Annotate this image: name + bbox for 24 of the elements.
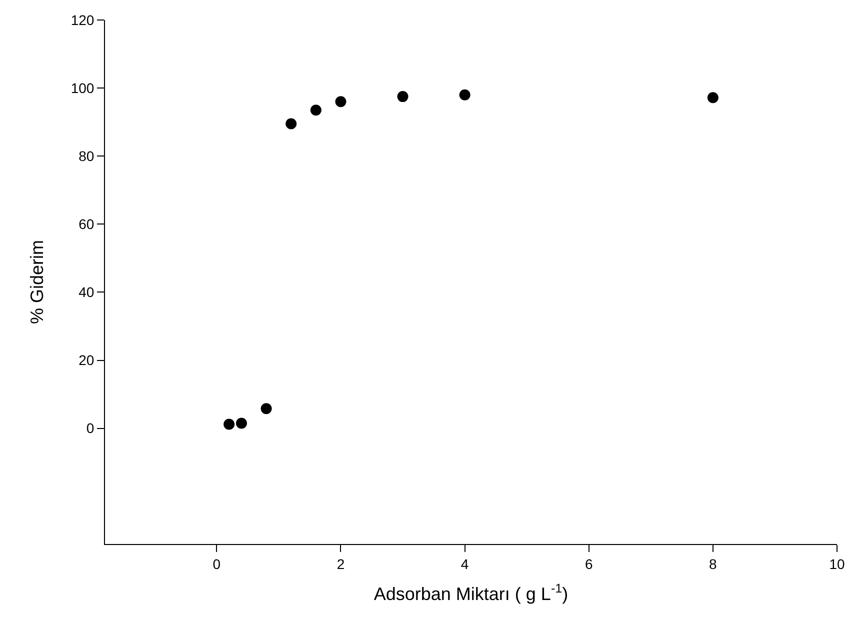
x-axis-title: Adsorban Miktarı ( g L$^{-1}$) [374,581,568,604]
point [224,418,235,430]
point [707,92,718,104]
y-tick-label: 0 [86,420,94,436]
x-tick-label: 0 [212,556,221,572]
point [459,89,470,100]
y-axis-title: % Giderim [27,240,48,324]
y-tick-label: 60 [78,216,94,232]
point [397,91,408,102]
point [236,418,247,429]
x-tick-label: 10 [829,556,845,572]
point [286,118,297,130]
y-tick-label: 40 [78,284,94,300]
point [335,96,346,108]
y-tick-label: 120 [70,12,94,28]
point [260,403,272,414]
point [310,104,322,116]
x-tick-label: 8 [709,556,718,572]
x-tick-label: 6 [584,556,593,572]
y-tick-label: 100 [70,80,94,96]
y-tick-label: 80 [78,148,94,164]
x-tick-label: 2 [336,556,345,572]
y-tick-label: 20 [78,352,94,368]
x-tick-label: 4 [460,556,469,572]
